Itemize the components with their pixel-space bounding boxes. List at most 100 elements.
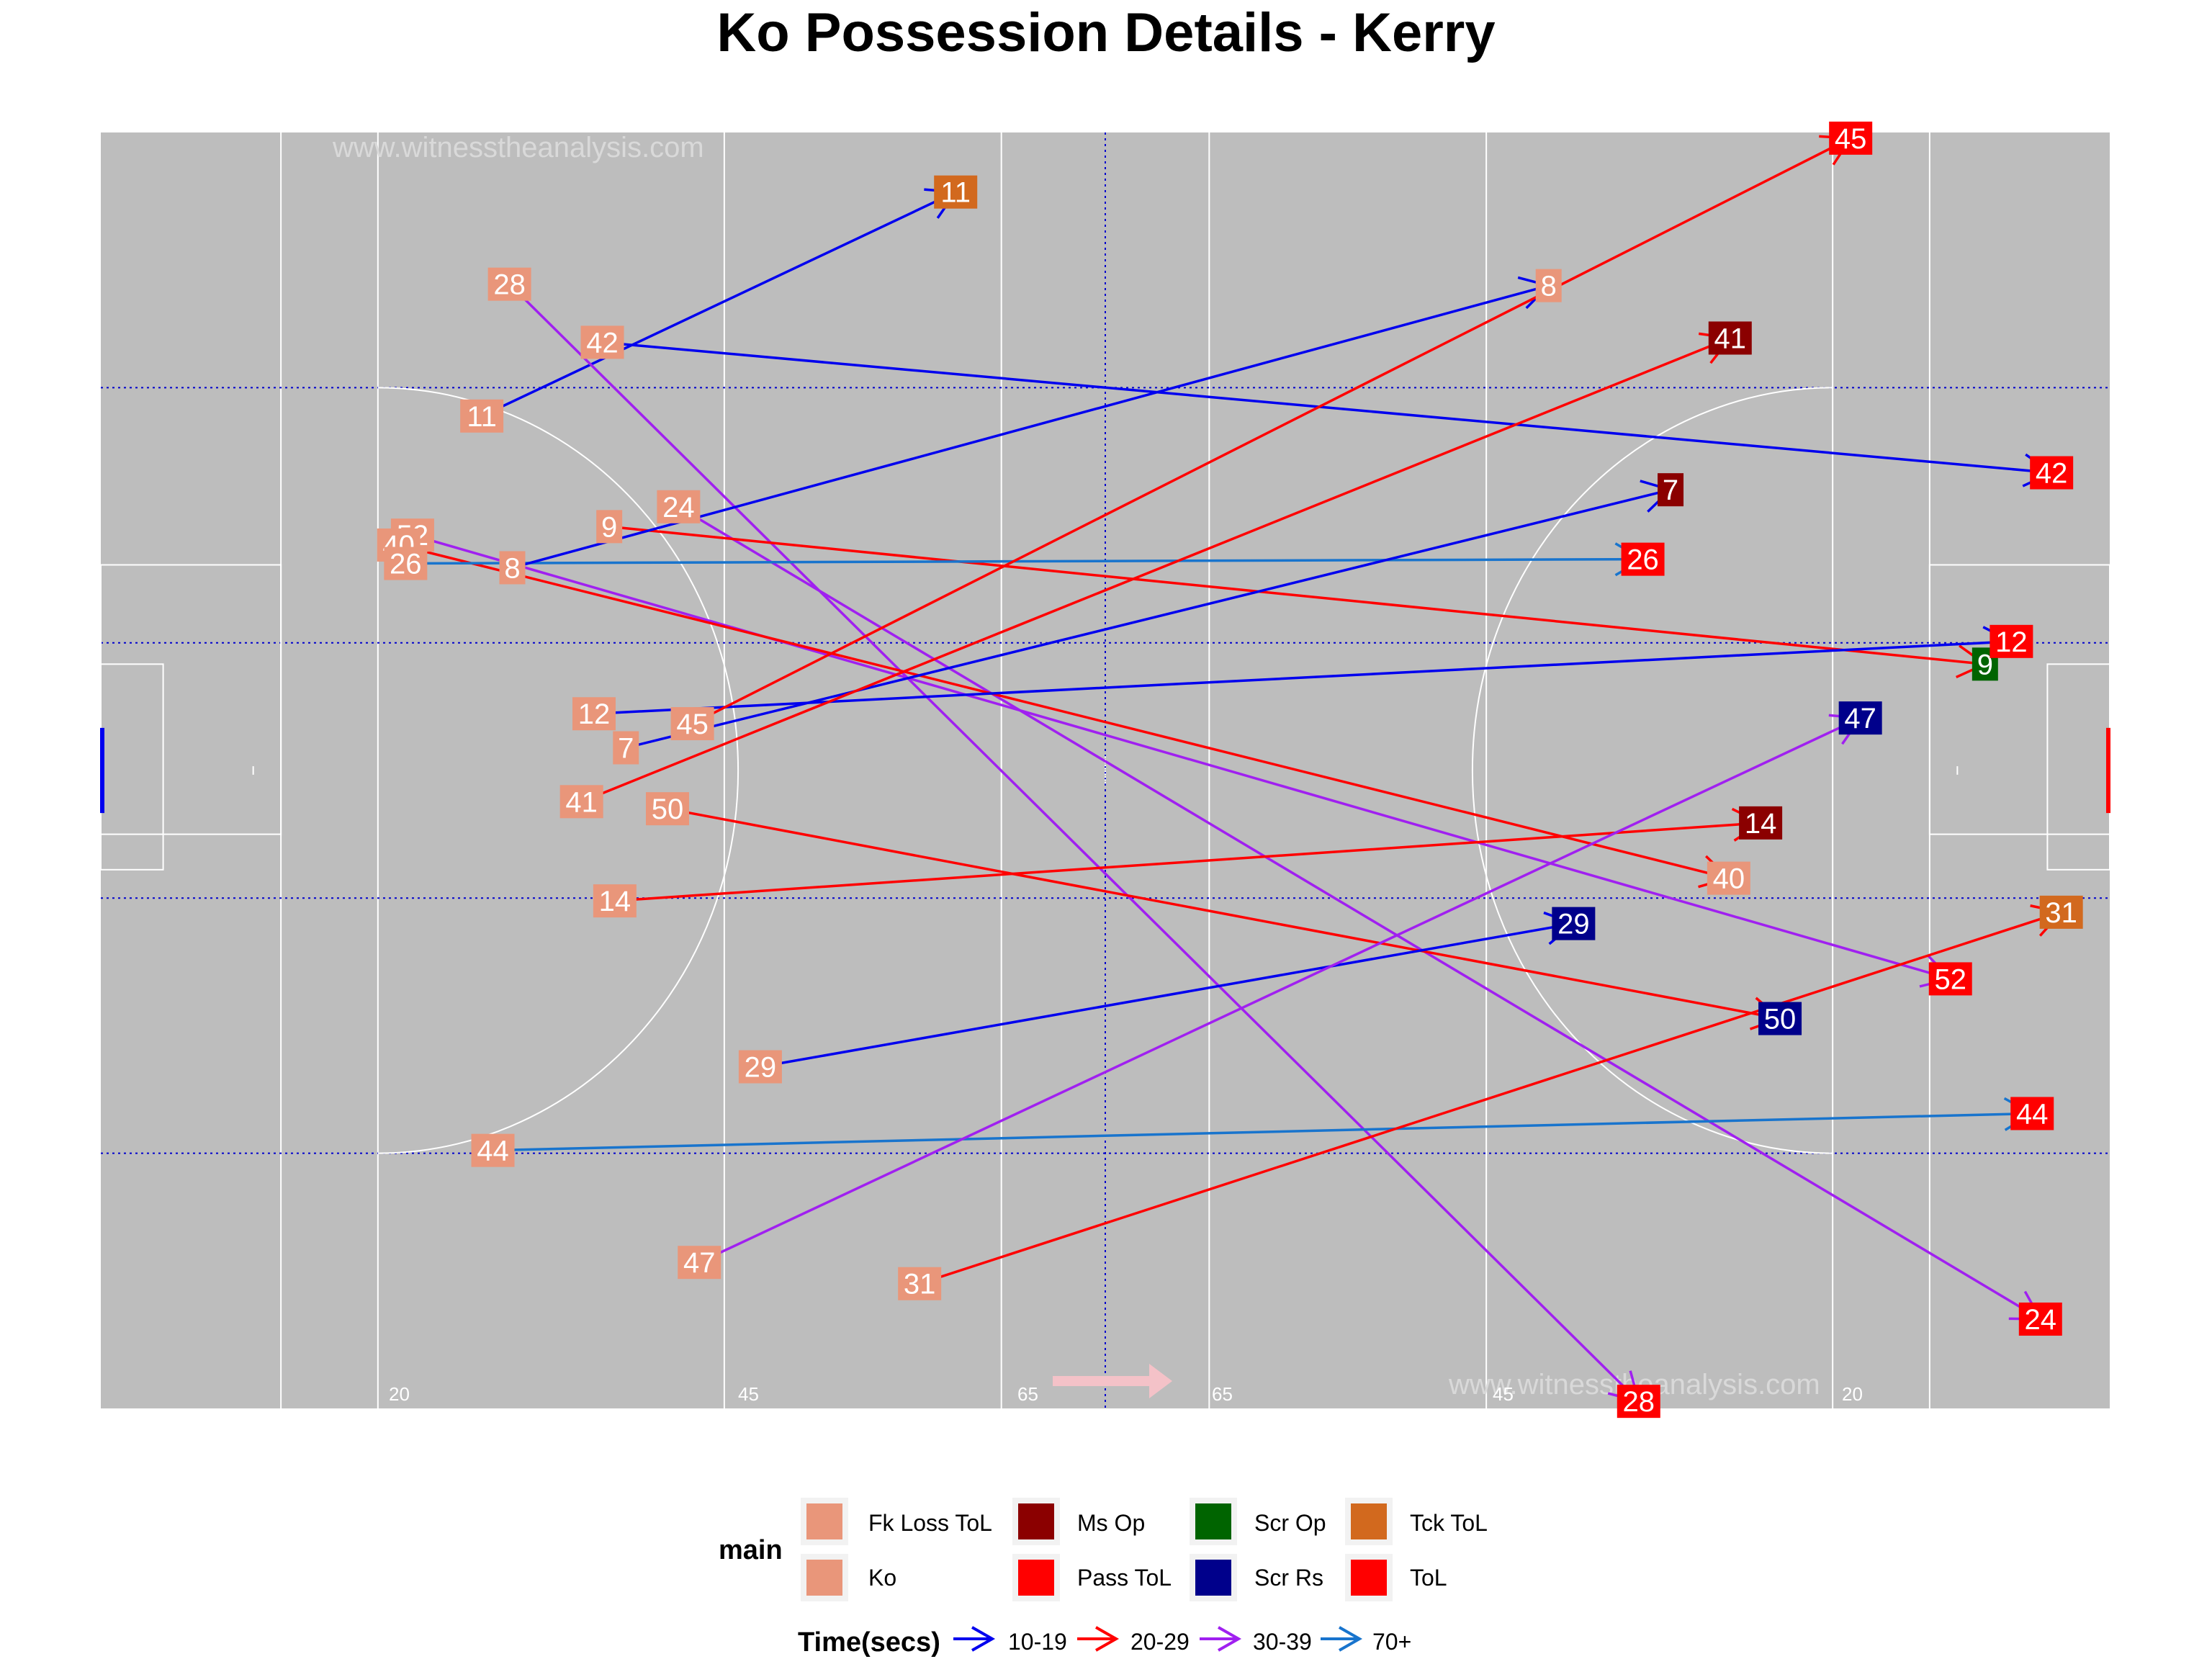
arrow-24: [678, 505, 2041, 1321]
start-label-26-box: [384, 547, 428, 580]
end-label-12: 12: [1990, 624, 2033, 658]
end-label-47: 47: [1838, 701, 1882, 735]
legend-key-fk-loss-tol: [801, 1498, 848, 1545]
end-label-9-text: 9: [1977, 649, 1993, 680]
end-label-41: 41: [1708, 321, 1752, 355]
legend-main-title: main: [719, 1535, 783, 1565]
pitch-label-20-left: 20: [389, 1383, 410, 1405]
end-label-24-box: [2018, 1302, 2062, 1336]
start-label-28: 28: [487, 267, 531, 301]
end-label-31-text: 31: [2045, 897, 2077, 929]
start-label-8-text: 8: [504, 552, 520, 584]
end-label-11-text: 11: [940, 177, 971, 209]
legend-key-scr-op: [1190, 1498, 1237, 1545]
arrow-47: [698, 716, 1861, 1264]
legend-arrow-30-39: [1200, 1626, 1242, 1652]
start-label-31-text: 31: [904, 1269, 936, 1300]
arrow-45: [691, 137, 1851, 725]
end-label-14-box: [1739, 806, 1783, 840]
legend-label-tol: ToL: [1410, 1565, 1447, 1591]
pitch-background: [101, 132, 2110, 1408]
arrow-40: [398, 544, 1730, 880]
start-label-45: 45: [670, 707, 714, 741]
start-label-8: 8: [499, 551, 526, 585]
end-label-44-box: [2010, 1097, 2054, 1130]
end-label-26-box: [1621, 542, 1665, 576]
start-label-14: 14: [593, 884, 637, 918]
legend-key-tck-tol: [1345, 1498, 1393, 1545]
end-label-41-text: 41: [1714, 323, 1747, 354]
start-label-44: 44: [471, 1133, 515, 1167]
legend-label-scr-op: Scr Op: [1254, 1510, 1326, 1536]
arrow-52: [412, 534, 1951, 981]
end-label-24-text: 24: [2025, 1304, 2057, 1336]
pitch-label-65-right: 65: [1212, 1383, 1233, 1405]
end-label-42-text: 42: [2036, 458, 2068, 490]
start-label-42-box: [580, 325, 624, 359]
arrow-50: [667, 807, 1781, 1020]
arrow-7: [625, 488, 1671, 750]
end-label-42: 42: [2030, 456, 2074, 490]
arrow-28: [508, 283, 1640, 1403]
start-label-47-text: 47: [683, 1247, 716, 1279]
start-label-12-text: 12: [578, 698, 611, 730]
end-label-50-box: [1758, 1002, 1802, 1035]
arrow-14: [614, 822, 1761, 902]
start-label-41-box: [559, 785, 603, 819]
end-label-40-text: 40: [1713, 863, 1745, 895]
start-label-28-text: 28: [493, 269, 526, 301]
end-label-40-box: [1707, 861, 1750, 895]
arc-right: [1471, 387, 1833, 1154]
pitch-markings: [100, 132, 2111, 1408]
direction-arrow-head: [1149, 1364, 1172, 1398]
start-label-12: 12: [572, 697, 616, 731]
legend-arrow-20-29: [1077, 1626, 1120, 1652]
legend-label-pass-tol: Pass ToL: [1077, 1565, 1172, 1591]
start-label-47-box: [678, 1246, 721, 1280]
start-label-7-box: [613, 731, 639, 765]
start-label-29: 29: [738, 1050, 782, 1084]
start-label-11-text: 11: [467, 401, 497, 433]
arrow-44: [493, 1112, 2033, 1152]
start-label-29-box: [738, 1050, 782, 1084]
end-label-29: 29: [1552, 907, 1596, 940]
start-label-44-text: 44: [477, 1136, 509, 1167]
start-label-26-text: 26: [390, 549, 422, 580]
end-label-41-box: [1708, 321, 1752, 355]
end-label-12-text: 12: [1995, 626, 2028, 658]
start-label-9-box: [596, 510, 623, 544]
start-label-50-box: [645, 792, 689, 826]
legend-label-10-19: 10-19: [1008, 1629, 1067, 1655]
start-label-41: 41: [559, 785, 603, 819]
legend-label-scr-rs: Scr Rs: [1254, 1565, 1323, 1591]
legend-arrow-10-19: [953, 1626, 996, 1652]
end-label-52-text: 52: [1934, 963, 1966, 995]
start-label-31: 31: [898, 1267, 942, 1300]
end-label-40: 40: [1707, 861, 1750, 895]
end-label-42-box: [2030, 456, 2074, 490]
legend-swatch-scr-op: [1195, 1503, 1231, 1539]
arrow-31: [919, 911, 2062, 1285]
legend-label-70-plus: 70+: [1372, 1629, 1412, 1655]
end-label-14-text: 14: [1745, 808, 1777, 840]
arrow-29: [760, 922, 1574, 1069]
end-label-50: 50: [1758, 1002, 1802, 1035]
start-label-7: 7: [613, 731, 639, 765]
legend-time-title: Time(secs): [798, 1627, 940, 1658]
start-label-24: 24: [657, 490, 701, 523]
end-label-52-box: [1928, 962, 1972, 996]
end-label-7-text: 7: [1663, 475, 1678, 506]
end-label-45-text: 45: [1835, 123, 1867, 155]
legend-swatch-ko: [806, 1560, 842, 1596]
legend-label-ko: Ko: [868, 1565, 897, 1591]
end-label-7: 7: [1658, 473, 1684, 507]
watermark-top: www.witnesstheanalysis.com: [332, 132, 704, 163]
end-label-24: 24: [2018, 1302, 2062, 1336]
end-label-44-text: 44: [2016, 1098, 2049, 1130]
start-label-12-box: [572, 697, 616, 731]
start-label-42: 42: [580, 325, 624, 359]
legend-swatch-ms-op: [1018, 1503, 1054, 1539]
start-label-11: 11: [460, 399, 504, 433]
end-label-52: 52: [1928, 962, 1972, 996]
